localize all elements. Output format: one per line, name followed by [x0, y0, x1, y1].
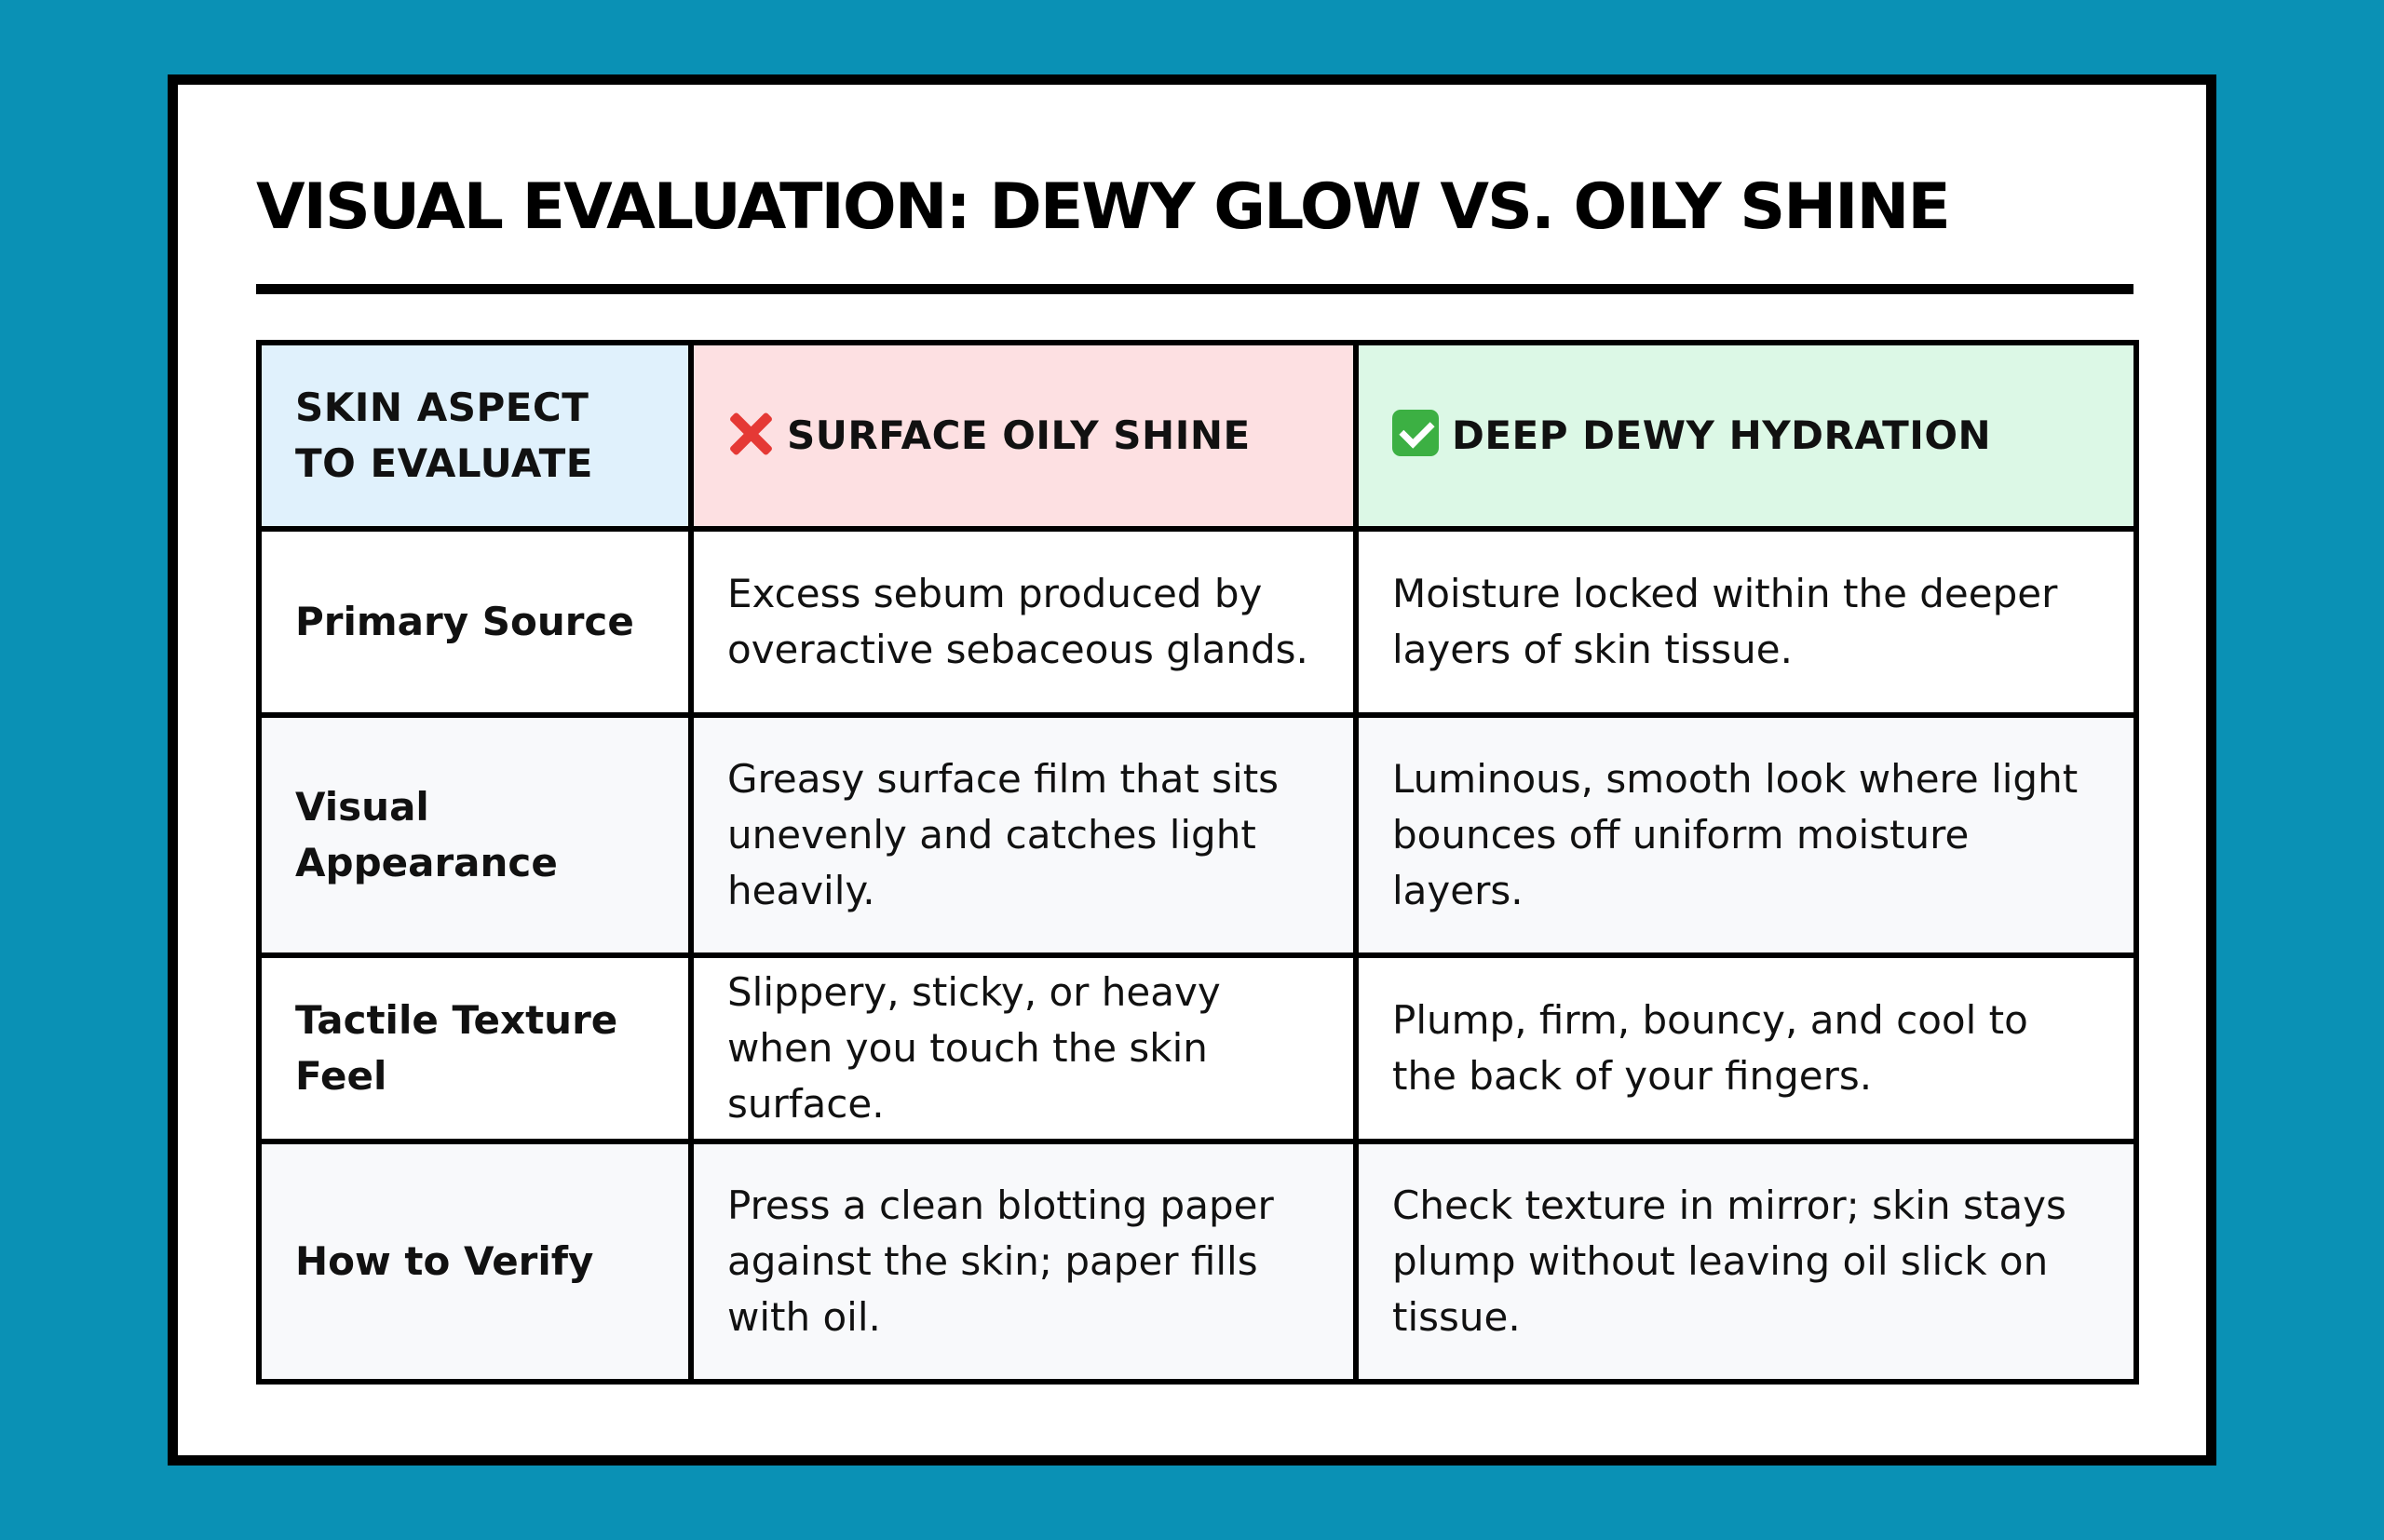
oily-cell: Greasy surface film that sits unevenly a… [688, 712, 1359, 958]
dewy-cell: Plump, firm, bouncy, and cool to the bac… [1353, 952, 2139, 1144]
table-row: Primary Source Excess sebum produced by … [256, 526, 2139, 718]
dewy-cell: Check texture in mirror; skin stays plum… [1353, 1139, 2139, 1385]
oily-cell: Press a clean blotting paper against the… [688, 1139, 1359, 1385]
aspect-cell: How to Verify [256, 1139, 694, 1385]
comparison-table: SKIN ASPECT TO EVALUATE SURFACE OILY SHI… [256, 340, 2139, 1385]
header-oily-shine: SURFACE OILY SHINE [688, 340, 1359, 532]
dewy-cell: Luminous, smooth look where light bounce… [1353, 712, 2139, 958]
check-mark-icon [1392, 410, 1439, 456]
cross-mark-icon [727, 410, 774, 456]
oily-cell: Slippery, sticky, or heavy when you touc… [688, 952, 1359, 1144]
page-title: VISUAL EVALUATION: DEWY GLOW VS. OILY SH… [256, 170, 1951, 244]
table-row: Tactile Texture Feel Slippery, sticky, o… [256, 952, 2139, 1144]
oily-cell: Excess sebum produced by overactive seba… [688, 526, 1359, 718]
header-aspect-label: SKIN ASPECT TO EVALUATE [295, 385, 593, 486]
header-oily-label: SURFACE OILY SHINE [787, 412, 1251, 458]
aspect-cell: Primary Source [256, 526, 694, 718]
header-aspect: SKIN ASPECT TO EVALUATE [256, 340, 694, 532]
table-row: Visual Appearance Greasy surface film th… [256, 712, 2139, 958]
table-header-row: SKIN ASPECT TO EVALUATE SURFACE OILY SHI… [256, 340, 2139, 532]
aspect-cell: Visual Appearance [256, 712, 694, 958]
aspect-cell: Tactile Texture Feel [256, 952, 694, 1144]
title-divider [256, 284, 2133, 294]
header-dewy-hydration: DEEP DEWY HYDRATION [1353, 340, 2139, 532]
comparison-card: VISUAL EVALUATION: DEWY GLOW VS. OILY SH… [168, 74, 2216, 1466]
header-dewy-label: DEEP DEWY HYDRATION [1452, 412, 1992, 458]
table-row: How to Verify Press a clean blotting pap… [256, 1139, 2139, 1385]
dewy-cell: Moisture locked within the deeper layers… [1353, 526, 2139, 718]
